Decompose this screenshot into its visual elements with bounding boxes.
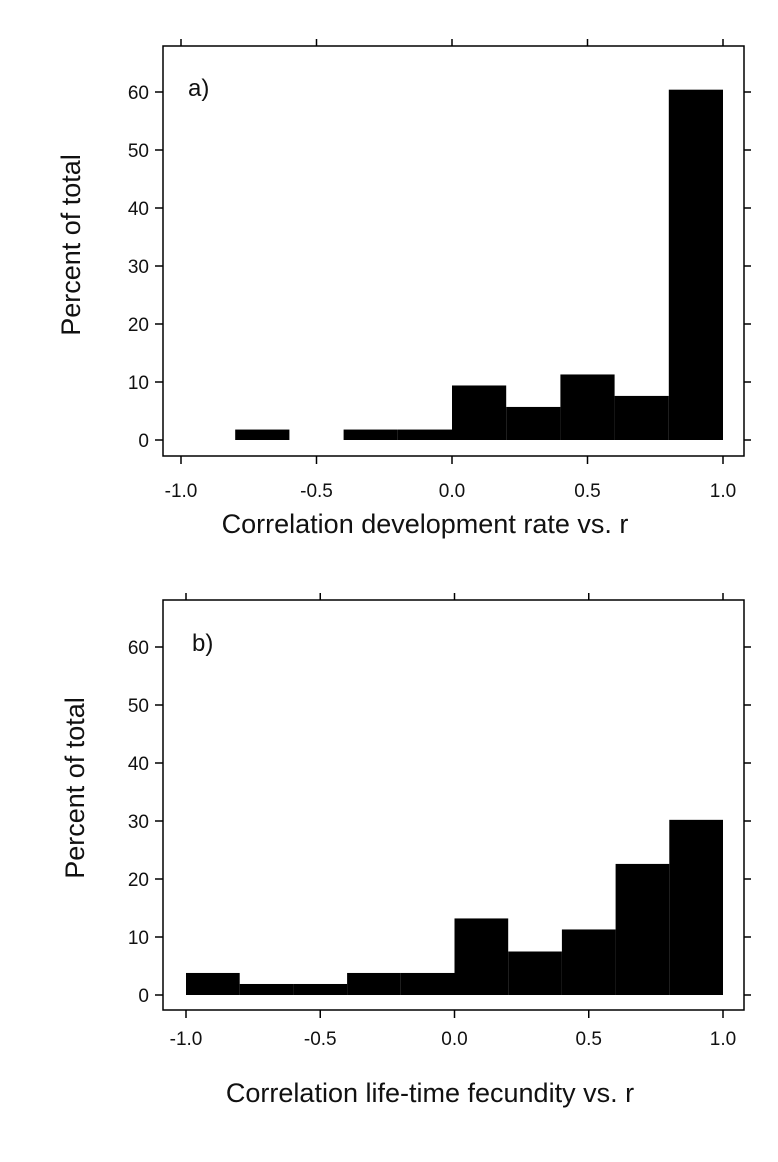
x-tick-label: -0.5 xyxy=(300,481,333,502)
y-tick-label: 30 xyxy=(128,812,149,833)
panel-a-x-axis-label: Correlation development rate vs. r xyxy=(222,509,629,539)
panel-b-label: b) xyxy=(192,630,213,657)
histogram-bar xyxy=(506,406,561,440)
y-tick-label: 60 xyxy=(128,638,149,659)
histogram-bar xyxy=(293,983,348,995)
x-tick-label: 0.5 xyxy=(574,481,600,502)
y-tick-label: 10 xyxy=(128,373,149,394)
panel-a-plot-frame xyxy=(162,45,745,457)
histogram-bar xyxy=(669,819,723,995)
y-tick-label: 20 xyxy=(128,315,149,336)
histogram-bar xyxy=(668,89,723,441)
panel-a-y-axis: 0 10 20 30 40 50 60 xyxy=(128,83,751,452)
y-tick-label: 30 xyxy=(128,257,149,278)
panel-b-bars xyxy=(186,819,723,995)
histogram-bar xyxy=(561,929,616,995)
histogram-bar xyxy=(347,972,401,995)
y-tick-label: 40 xyxy=(128,199,149,220)
y-tick-label: 60 xyxy=(128,83,149,104)
x-tick-label: -0.5 xyxy=(304,1029,337,1050)
panel-b-histogram: -1.0 -0.5 0.0 0.5 1.0 0 10 20 30 40 50 60 b) Corre… xyxy=(60,593,751,1108)
histogram-bar xyxy=(235,429,290,440)
histogram-bar xyxy=(560,374,615,440)
x-tick-label: -1.0 xyxy=(170,1029,203,1050)
x-tick-label: 1.0 xyxy=(710,1029,736,1050)
x-tick-label: -1.0 xyxy=(165,481,198,502)
histogram-bar xyxy=(397,429,452,440)
panel-b-x-axis-label: Correlation life-time fecundity vs. r xyxy=(226,1078,634,1108)
histogram-bar xyxy=(452,385,507,440)
panel-a-bars xyxy=(235,89,723,441)
histogram-bar xyxy=(186,972,240,995)
y-tick-label: 50 xyxy=(128,696,149,717)
x-tick-label: 0.0 xyxy=(441,1029,467,1050)
panel-a-x-axis: -1.0 -0.5 0.0 0.5 1.0 xyxy=(165,39,736,502)
histogram-bar xyxy=(508,951,562,995)
panel-b-x-axis: -1.0 -0.5 0.0 0.5 1.0 xyxy=(170,593,736,1050)
panel-b-y-axis-label: Percent of total xyxy=(60,697,90,879)
y-tick-label: 0 xyxy=(138,431,149,452)
histogram-bar xyxy=(614,395,669,440)
y-tick-label: 0 xyxy=(138,986,149,1007)
histogram-bar xyxy=(343,429,398,440)
y-tick-label: 50 xyxy=(128,141,149,162)
histogram-bar xyxy=(454,918,509,995)
histogram-bar xyxy=(615,863,670,995)
panel-b-plot-frame xyxy=(162,599,745,1011)
histogram-bar xyxy=(239,983,294,995)
panel-a-label: a) xyxy=(188,75,209,102)
y-tick-label: 10 xyxy=(128,928,149,949)
x-tick-label: 0.5 xyxy=(576,1029,602,1050)
y-tick-label: 20 xyxy=(128,870,149,891)
panel-b-y-axis: 0 10 20 30 40 50 60 xyxy=(128,638,751,1007)
x-tick-label: 1.0 xyxy=(710,481,736,502)
panel-a-y-axis-label: Percent of total xyxy=(56,154,86,336)
y-tick-label: 40 xyxy=(128,754,149,775)
x-tick-label: 0.0 xyxy=(439,481,465,502)
panel-a-histogram: -1.0 -0.5 0.0 0.5 1.0 0 10 20 30 40 50 60 a) Corre… xyxy=(56,39,751,539)
histogram-bar xyxy=(400,972,455,995)
